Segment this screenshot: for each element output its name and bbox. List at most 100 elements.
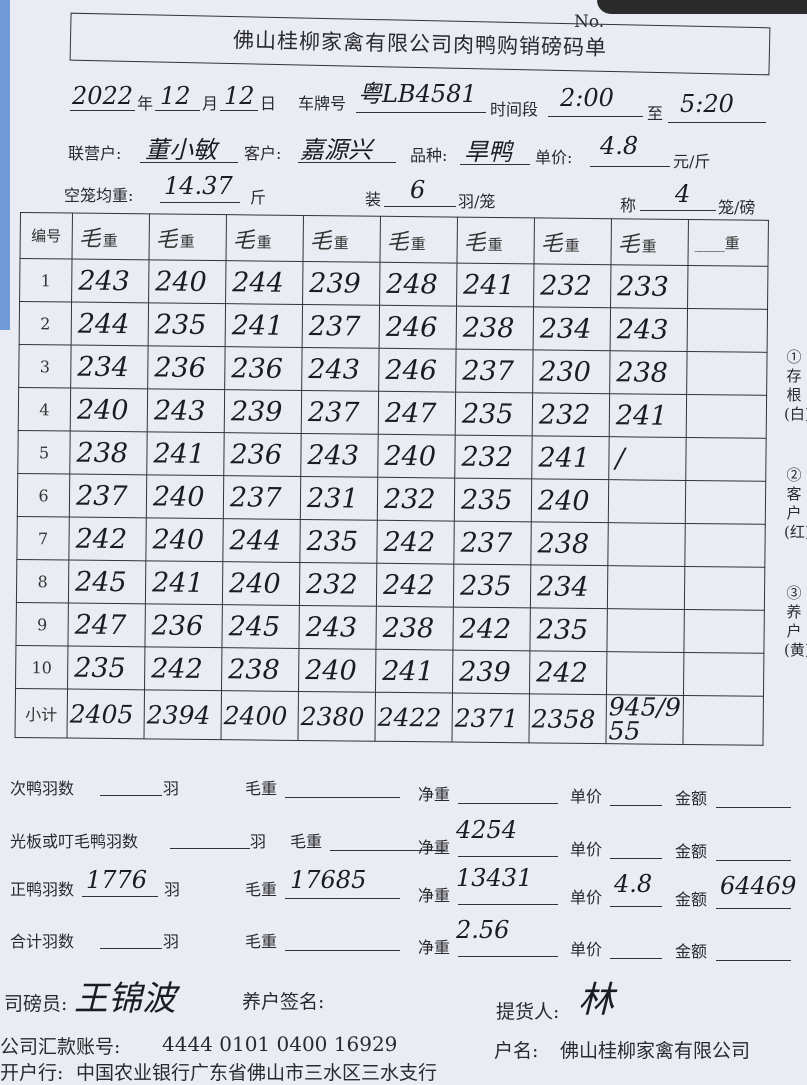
weight-cell: 237 <box>455 349 534 393</box>
weight-cell: 238 <box>530 521 609 566</box>
weight-cell: 240 <box>146 474 224 519</box>
background-object <box>597 0 807 14</box>
weight-cell: 243 <box>71 259 150 303</box>
weight-cell: 243 <box>147 388 225 433</box>
header-weight: 重 <box>487 235 503 254</box>
weigh-value: 4 <box>675 180 691 208</box>
load-value: 6 <box>410 176 426 204</box>
account-label: 公司汇款账号: <box>0 1036 121 1058</box>
load-unit: 羽/笼 <box>458 192 496 211</box>
count-label: 正鸭羽数 <box>10 880 75 899</box>
header-weight: 重 <box>102 231 118 250</box>
year-value: 2022 <box>72 82 134 110</box>
farmer-sign-label: 养户签名: <box>242 991 325 1013</box>
cage-weight-value: 14.37 <box>164 172 233 200</box>
row-number: 10 <box>15 645 68 690</box>
header-weight: 重 <box>410 234 426 253</box>
subtotal-cell: 945/955 <box>605 692 684 746</box>
weight-cell <box>607 565 685 610</box>
col-header-gross: 毛重 <box>610 218 689 266</box>
price-label: 单价 <box>570 940 603 959</box>
account-name: 佛山桂柳家禽有限公司 <box>560 1040 751 1062</box>
weight-cell: 239 <box>302 261 380 306</box>
subtotal-cell: 2400 <box>220 690 299 741</box>
weight-cell: 242 <box>529 650 607 695</box>
bank-label: 开户行: <box>0 1062 64 1084</box>
cage-weight-unit: 斤 <box>250 188 267 207</box>
weight-cell <box>608 479 686 524</box>
weight-cell: 238 <box>69 431 148 475</box>
breed-label: 品种: <box>410 146 448 165</box>
weight-cell: 246 <box>379 305 457 350</box>
time-label: 时间段 <box>490 100 539 119</box>
empty-cell <box>687 265 768 310</box>
weight-cell: 243 <box>610 307 688 352</box>
weight-cell: 239 <box>224 389 302 434</box>
customer-label: 客户: <box>244 144 282 163</box>
receiver-label: 提货人: <box>496 1001 560 1023</box>
weight-cell: 237 <box>301 390 379 435</box>
weight-cell: 245 <box>68 560 146 604</box>
weight-cell: 240 <box>531 478 609 523</box>
weight-cell: 231 <box>300 476 378 521</box>
col-header-gross: 毛重 <box>72 213 150 260</box>
weight-cell: 242 <box>144 646 222 691</box>
weight-cell: 236 <box>147 345 226 390</box>
weight-cell <box>606 651 684 696</box>
header-mark: 毛 <box>232 227 255 253</box>
price-value: 4.8 <box>600 132 639 160</box>
col-header-number: 编号 <box>20 212 73 260</box>
weight-cell: 240 <box>145 517 224 562</box>
customer-value: 嘉源兴 <box>300 136 372 164</box>
gross-label: 毛重 <box>245 932 278 951</box>
price-label: 单价 <box>570 888 603 907</box>
copy-label: ①存根(白) <box>784 348 807 423</box>
price-unit: 元/斤 <box>673 152 711 171</box>
header-mark: 毛 <box>463 230 486 256</box>
amount-label: 金额 <box>675 942 708 961</box>
empty-cell <box>685 480 766 525</box>
weight-cell <box>607 522 686 567</box>
col-header-gross: 毛重 <box>456 217 535 264</box>
subtotal-cell: 2405 <box>66 689 145 739</box>
net-value: 4254 <box>456 816 518 844</box>
weight-cell: 240 <box>222 561 300 606</box>
gross-label: 毛重 <box>290 832 323 851</box>
gross-value: 17685 <box>290 866 367 894</box>
row-number: 7 <box>16 516 70 561</box>
copy-label: ②客户(红) <box>784 466 807 541</box>
net-label: 净重 <box>418 838 451 857</box>
weight-cell: 245 <box>221 604 300 649</box>
empty-cell <box>686 394 767 439</box>
amount-label: 金额 <box>675 789 708 808</box>
empty-cell <box>683 652 764 697</box>
price-label: 单价 <box>570 787 603 806</box>
weight-cell: 238 <box>375 606 454 651</box>
header-weight: 重 <box>256 232 272 252</box>
weight-cell: 235 <box>529 607 608 652</box>
count-label: 合计羽数 <box>10 932 75 951</box>
row-number: 9 <box>15 602 69 647</box>
gross-label: 毛重 <box>245 880 278 899</box>
count-value: 1776 <box>86 866 148 894</box>
header-weight: 重 <box>641 237 657 256</box>
weight-cell: 232 <box>533 263 611 308</box>
weight-cell: 240 <box>377 434 456 479</box>
row-number: 1 <box>19 258 73 303</box>
header-mark: 毛 <box>309 228 332 254</box>
weight-cell: 235 <box>299 519 378 564</box>
weight-cell: 247 <box>67 603 146 647</box>
weight-cell: 240 <box>148 259 227 304</box>
plate-label: 车牌号 <box>298 94 347 113</box>
net-value: 13431 <box>456 864 533 892</box>
account-name-label: 户名: <box>494 1040 539 1062</box>
weight-cell: 238 <box>221 647 299 692</box>
bank-name: 中国农业银行广东省佛山市三水区三水支行 <box>76 1062 438 1084</box>
weight-cell: 247 <box>378 391 456 436</box>
subtotal-cell: 2371 <box>451 693 530 743</box>
header-mark: 毛 <box>540 230 563 257</box>
weight-cell: 233 <box>610 264 688 309</box>
header-weight: 重 <box>179 232 195 251</box>
count-unit: 羽 <box>163 932 180 951</box>
weigh-label: 称 <box>620 196 637 215</box>
